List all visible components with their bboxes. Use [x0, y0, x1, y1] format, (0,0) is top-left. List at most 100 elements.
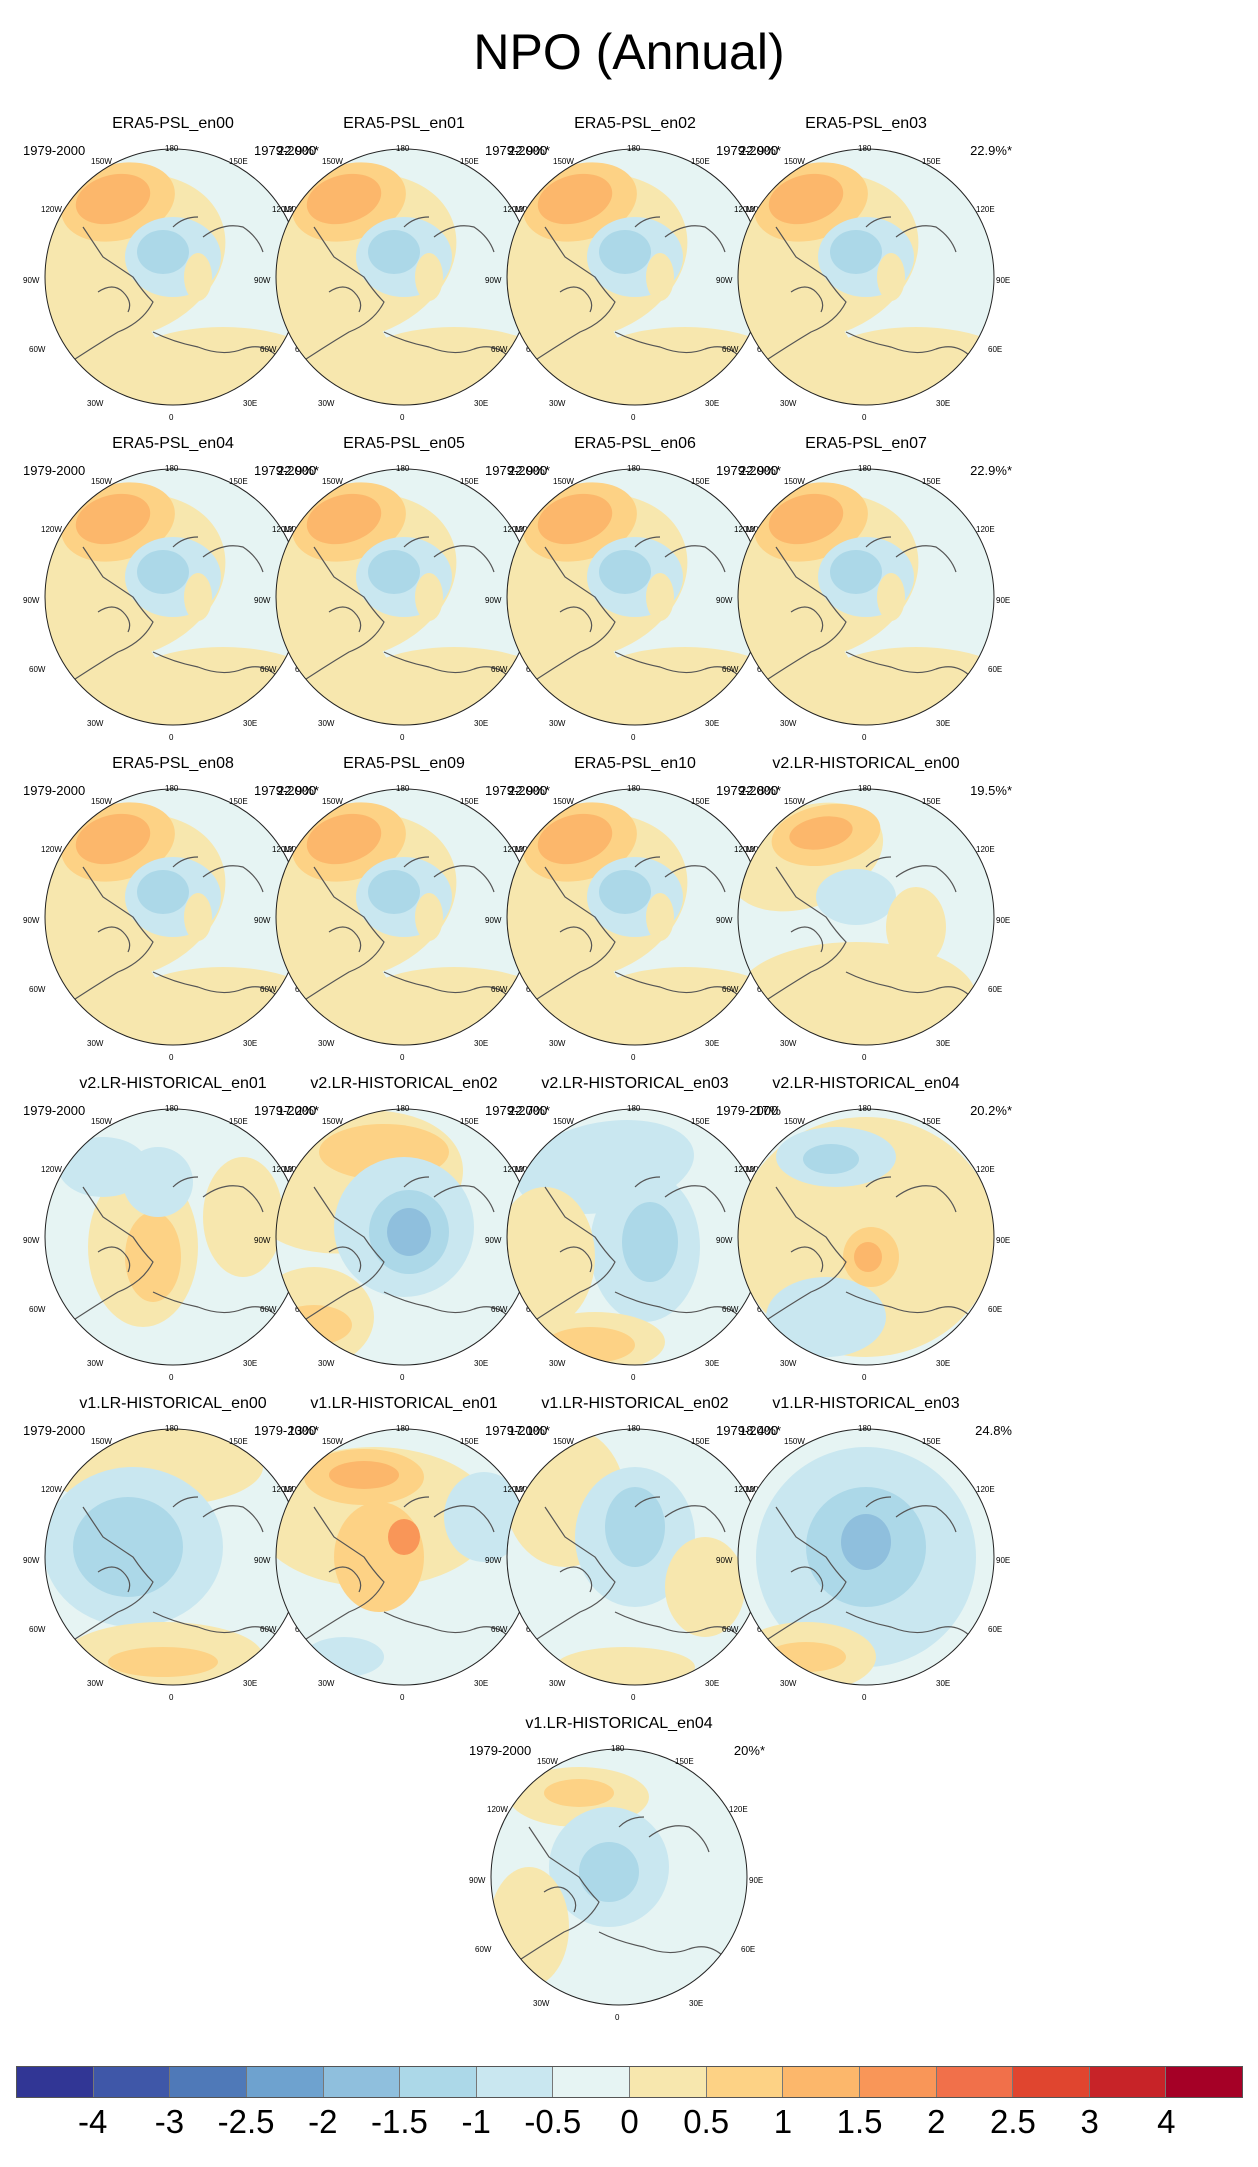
longitude-label: 90E: [996, 596, 1011, 605]
panel-period: 1979-2000: [254, 1423, 317, 1438]
longitude-label: 90W: [23, 1236, 40, 1245]
longitude-label: 0: [862, 733, 867, 742]
panel-title: v1.LR-HISTORICAL_en03: [772, 1395, 960, 1412]
panel-period: 1979-2000: [23, 1103, 86, 1118]
polar-map: [275, 148, 533, 406]
panel-variance-percent: 20%*: [733, 1743, 765, 1758]
longitude-label: 90E: [996, 916, 1011, 925]
longitude-label: 30W: [318, 1039, 335, 1048]
polar-map: [737, 468, 995, 726]
longitude-label: 150E: [460, 797, 479, 806]
longitude-label: 120W: [272, 205, 293, 214]
longitude-label: 120E: [976, 205, 995, 214]
longitude-label: 90E: [749, 1876, 764, 1885]
anomaly-contour: [415, 573, 443, 621]
longitude-label: 180: [858, 144, 872, 153]
longitude-label: 150E: [460, 157, 479, 166]
panel-period: 1979-2000: [485, 783, 548, 798]
panel-period: 1979-2000: [254, 1103, 317, 1118]
colorbar-swatch: [706, 2067, 784, 2097]
longitude-label: 60W: [722, 1305, 739, 1314]
panel-variance-percent: 22.9%*: [277, 783, 319, 798]
panel-variance-percent: 22.9%*: [277, 143, 319, 158]
longitude-label: 30E: [705, 1359, 720, 1368]
longitude-label: 120E: [514, 845, 533, 854]
longitude-label: 60E: [988, 665, 1003, 674]
longitude-label: 90W: [485, 276, 502, 285]
longitude-label: 30W: [780, 1039, 797, 1048]
longitude-label: 180: [396, 144, 410, 153]
polar-map: [737, 148, 995, 406]
longitude-label: 120E: [514, 205, 533, 214]
longitude-label: 180: [611, 1744, 625, 1753]
longitude-label: 150E: [675, 1757, 694, 1766]
longitude-label: 150W: [322, 157, 343, 166]
anomaly-contour: [599, 550, 651, 594]
longitude-label: 150W: [553, 1117, 574, 1126]
polar-map: [44, 148, 302, 406]
longitude-label: 90W: [23, 916, 40, 925]
longitude-label: 120E: [745, 1165, 764, 1174]
colorbar-tick-label: 2: [927, 2103, 946, 2140]
panel-period: 1979-2000: [469, 1743, 532, 1758]
panel-variance-percent: 22.9%*: [739, 143, 781, 158]
coastline: [755, 1176, 972, 1328]
coastline: [524, 1496, 741, 1648]
longitude-label: 30E: [936, 1359, 951, 1368]
colorbar-tick-label: 2.5: [990, 2103, 1036, 2140]
anomaly-contour: [306, 813, 382, 865]
map-panel: ERA5-PSL_en10 1979-2000 22.8%* 180 150W 150E 1…: [485, 755, 785, 1062]
longitude-label: 120E: [283, 1485, 302, 1494]
anomaly-contour: [646, 253, 674, 301]
anomaly-contour: [544, 1779, 614, 1807]
longitude-label: 30E: [689, 1999, 704, 2008]
panel-variance-percent: 22.9%*: [970, 143, 1012, 158]
longitude-label: 150E: [691, 477, 710, 486]
longitude-label: 60W: [260, 1305, 277, 1314]
panel-title: ERA5-PSL_en07: [805, 435, 927, 452]
longitude-label: 30W: [533, 1999, 550, 2008]
longitude-label: 150W: [553, 1437, 574, 1446]
panel-period: 1979-2000: [23, 783, 86, 798]
panel-period: 1979-2000: [23, 463, 86, 478]
anomaly-contour: [599, 230, 651, 274]
longitude-label: 120E: [514, 1165, 533, 1174]
longitude-label: 60W: [491, 1625, 508, 1634]
anomaly-contour: [841, 1514, 891, 1570]
panel-variance-percent: 19.5%*: [970, 783, 1012, 798]
map-panel: v1.LR-HISTORICAL_en04 1979-2000 20%* 180 150…: [469, 1715, 769, 2022]
longitude-label: 0: [400, 1373, 405, 1382]
panel-title: v1.LR-HISTORICAL_en01: [310, 1395, 498, 1412]
longitude-label: 60W: [491, 345, 508, 354]
panel-title: ERA5-PSL_en10: [574, 755, 696, 772]
polar-map: [275, 788, 533, 1046]
anomaly-contour: [646, 893, 674, 941]
longitude-label: 150W: [91, 157, 112, 166]
panel-period: 1979-2000: [716, 463, 779, 478]
longitude-label: 30W: [87, 1679, 104, 1688]
longitude-label: 30W: [549, 719, 566, 728]
longitude-label: 150W: [784, 1437, 805, 1446]
longitude-label: 60W: [491, 985, 508, 994]
anomaly-contour: [304, 1637, 384, 1677]
longitude-label: 60W: [29, 665, 46, 674]
longitude-label: 180: [165, 1424, 179, 1433]
map-panel: ERA5-PSL_en01 1979-2000 22.9%* 180 150W 150E 1…: [254, 115, 554, 422]
map-panel: v2.LR-HISTORICAL_en03 1979-2000 17% 180 150W…: [485, 1075, 785, 1382]
panel-variance-percent: 22.7%*: [508, 1103, 550, 1118]
map-boundary: [737, 1108, 995, 1366]
colorbar-swatch: [246, 2067, 324, 2097]
longitude-label: 90W: [23, 276, 40, 285]
longitude-label: 30W: [780, 719, 797, 728]
longitude-label: 0: [400, 1053, 405, 1062]
longitude-label: 30E: [936, 719, 951, 728]
longitude-label: 120W: [503, 1485, 524, 1494]
longitude-label: 30W: [780, 399, 797, 408]
longitude-label: 120W: [41, 1485, 62, 1494]
anomaly-contour: [545, 1327, 635, 1363]
longitude-label: 150W: [784, 1117, 805, 1126]
longitude-label: 30E: [705, 399, 720, 408]
longitude-label: 120W: [734, 1165, 755, 1174]
map-boundary: [737, 788, 995, 1046]
anomaly-contour: [830, 230, 882, 274]
